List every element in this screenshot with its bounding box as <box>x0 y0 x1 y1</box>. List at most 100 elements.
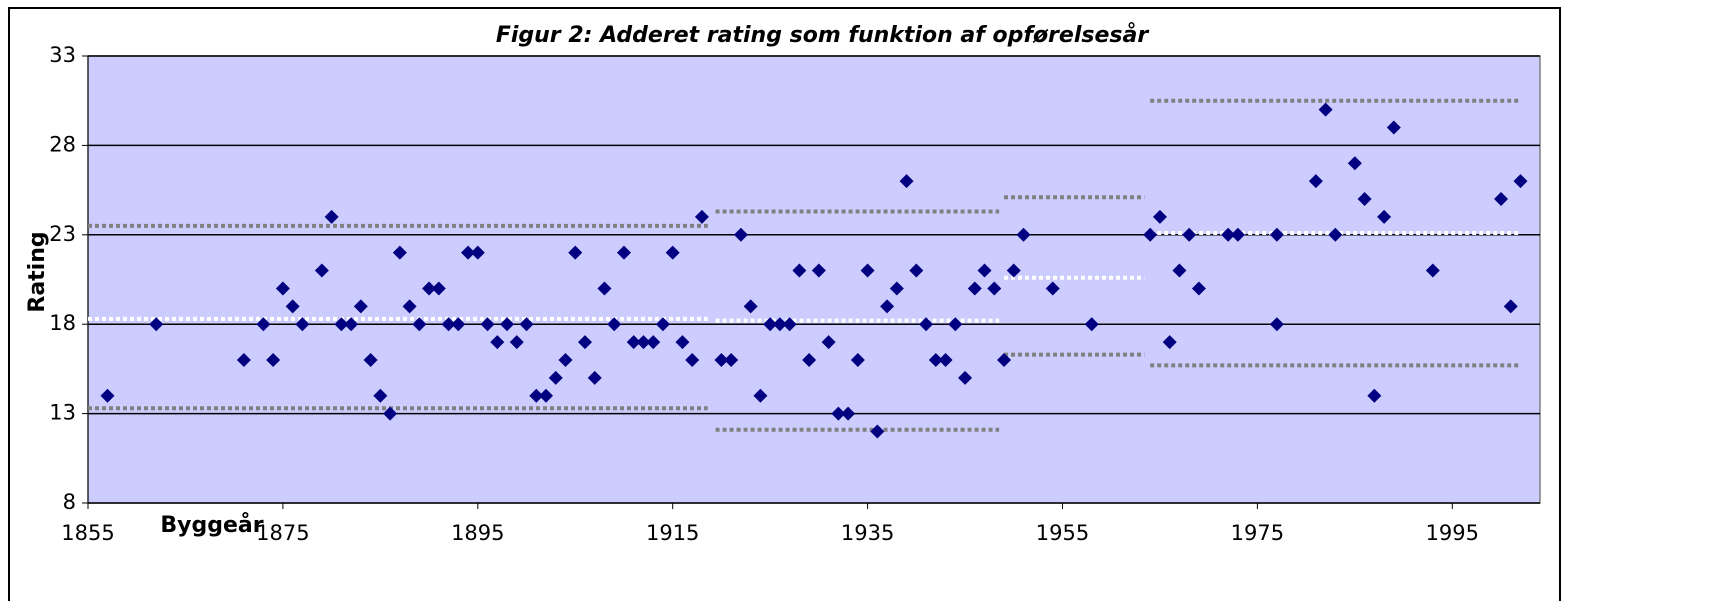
point <box>149 317 164 332</box>
point <box>899 174 914 189</box>
point <box>607 317 622 332</box>
point <box>539 388 554 403</box>
point <box>880 299 895 314</box>
chart-title: Figur 2: Adderet rating som funktion af … <box>496 22 1149 48</box>
point <box>1045 281 1060 296</box>
point <box>1377 209 1392 224</box>
point <box>480 317 495 332</box>
point <box>383 406 398 421</box>
point <box>1162 335 1177 350</box>
point <box>646 335 661 350</box>
point <box>392 245 407 260</box>
point <box>256 317 271 332</box>
point <box>577 335 592 350</box>
point <box>714 352 729 367</box>
point <box>1513 174 1528 189</box>
point <box>334 317 349 332</box>
point <box>490 335 505 350</box>
point <box>412 317 427 332</box>
point <box>967 281 982 296</box>
point <box>889 281 904 296</box>
point <box>1221 227 1236 242</box>
y-tick-label: 23 <box>49 222 76 246</box>
point <box>314 263 329 278</box>
point <box>860 263 875 278</box>
point <box>1191 281 1206 296</box>
point <box>1308 174 1323 189</box>
point <box>821 335 836 350</box>
point <box>1230 227 1245 242</box>
point <box>802 352 817 367</box>
point <box>841 406 856 421</box>
point <box>811 263 826 278</box>
y-tick-label: 33 <box>49 43 76 67</box>
point <box>1367 388 1382 403</box>
point <box>743 299 758 314</box>
point <box>792 263 807 278</box>
point <box>1143 227 1158 242</box>
point <box>870 424 885 439</box>
point <box>958 370 973 385</box>
x-tick-label: 1855 <box>61 521 114 545</box>
point <box>616 245 631 260</box>
point <box>1084 317 1099 332</box>
point <box>772 317 787 332</box>
x-tick-label: 1915 <box>646 521 699 545</box>
y-tick-label: 8 <box>63 490 76 514</box>
x-tick-label: 1955 <box>1036 521 1089 545</box>
point <box>997 352 1012 367</box>
x-tick-label: 1895 <box>451 521 504 545</box>
point <box>987 281 1002 296</box>
point <box>675 335 690 350</box>
point <box>509 335 524 350</box>
point <box>782 317 797 332</box>
point <box>461 245 476 260</box>
y-tick-label: 13 <box>49 401 76 425</box>
point <box>1425 263 1440 278</box>
point <box>100 388 115 403</box>
x-tick-label: 1935 <box>841 521 894 545</box>
point <box>763 317 778 332</box>
y-tick-label: 18 <box>49 311 76 335</box>
plot-area <box>87 55 1541 504</box>
point <box>353 299 368 314</box>
point <box>909 263 924 278</box>
point <box>1357 192 1372 207</box>
point <box>1494 192 1509 207</box>
point <box>1006 263 1021 278</box>
point <box>626 335 641 350</box>
point <box>724 352 739 367</box>
point <box>948 317 963 332</box>
point <box>694 209 709 224</box>
point <box>977 263 992 278</box>
point <box>1386 120 1401 135</box>
point <box>919 317 934 332</box>
point <box>636 335 651 350</box>
point <box>295 317 310 332</box>
point <box>597 281 612 296</box>
x-tick-label: 1875 <box>256 521 309 545</box>
point <box>451 317 466 332</box>
point <box>441 317 456 332</box>
x-tick-label: 1995 <box>1426 521 1479 545</box>
point <box>685 352 700 367</box>
y-tick-label: 28 <box>49 132 76 156</box>
point <box>1318 102 1333 117</box>
point <box>344 317 359 332</box>
x-axis-label: Byggeår <box>160 512 263 538</box>
point <box>1328 227 1343 242</box>
point <box>1016 227 1031 242</box>
point <box>733 227 748 242</box>
point <box>236 352 251 367</box>
point <box>422 281 437 296</box>
point <box>548 370 563 385</box>
point <box>1503 299 1518 314</box>
point <box>587 370 602 385</box>
point <box>665 245 680 260</box>
point <box>1182 227 1197 242</box>
point <box>285 299 300 314</box>
point <box>470 245 485 260</box>
point <box>324 209 339 224</box>
x-tick-label: 1975 <box>1231 521 1284 545</box>
point <box>431 281 446 296</box>
